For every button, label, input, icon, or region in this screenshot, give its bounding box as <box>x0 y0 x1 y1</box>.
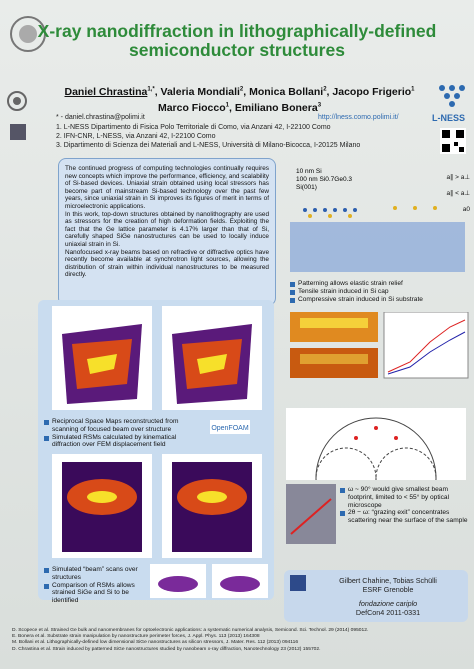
abstract-box: The continued progress of computing tech… <box>58 158 276 306</box>
reference: M. Bollani et al. Lithographically-defin… <box>12 640 299 646</box>
svg-text:OpenFOAM: OpenFOAM <box>211 425 249 432</box>
author: Marco Fiocco1, <box>157 102 235 114</box>
university-logo <box>10 16 46 52</box>
affiliations: 1. L-NESS Dipartimento di Fisica Polo Te… <box>56 123 436 150</box>
lattice-figure <box>290 206 465 272</box>
bullet: Compressive strain induced in Si substra… <box>290 296 470 304</box>
strain-bullets: Patterning allows elastic strain relief T… <box>290 280 470 303</box>
abstract-paragraph: The continued progress of computing tech… <box>65 165 269 210</box>
references: D. Scopece et al. Strained Ge bulk and n… <box>12 628 472 653</box>
bullet: ω ~ 90° would give smallest beam footpri… <box>340 486 468 509</box>
geometry-bullets: ω ~ 90° would give smallest beam footpri… <box>340 486 468 525</box>
author: Daniel Chrastina1,*, <box>64 85 161 98</box>
layer-label: Si(001) <box>296 184 317 191</box>
reference: D. Chrastina et al. Strain induced by pa… <box>12 646 321 652</box>
bullet: Reciprocal Space Maps reconstructed from… <box>44 418 204 434</box>
measured-rsm-plots <box>52 306 262 410</box>
lattice-label: a∥ > a⊥ <box>446 174 470 181</box>
bullet: Comparison of RSMs allows strained SiGe … <box>44 582 144 605</box>
acknowledgements-box <box>284 570 468 622</box>
acknowledgements: Gilbert Chahine, Tobias Schülli ESRF Gren… <box>310 576 466 617</box>
bullet: Tensile strain induced in Si cap <box>290 288 470 296</box>
author-affiliation: 2 <box>239 86 244 92</box>
affiliation: 2. IFN-CNR, L-NESS, via Anzani 42, I-221… <box>56 133 216 140</box>
strain-maps <box>290 312 469 379</box>
email: * - daniel.chrastina@polimi.it <box>56 114 145 121</box>
author-name: Emiliano Bonera <box>234 102 318 114</box>
author-name: Valeria Mondiali <box>160 85 240 98</box>
author-name: Monica Bollani <box>249 85 324 98</box>
author-affiliation: 1 <box>225 102 229 109</box>
affiliation: 1. L-NESS Dipartimento di Fisica Polo Te… <box>56 124 331 131</box>
scan-plots <box>150 564 268 598</box>
author-affiliation: 2 <box>323 86 327 92</box>
acknowledgement: ESRF Grenoble <box>362 585 414 594</box>
cnr-logo <box>10 124 26 140</box>
affiliation: 3. Dipartimento di Scienza dei Materiali… <box>56 142 361 149</box>
lness-logo <box>439 85 465 107</box>
acknowledgement: fondazione cariplo <box>358 599 418 608</box>
reference: E. Bonera et al. Substrate strain manipu… <box>12 634 260 640</box>
author-affiliation: 3 <box>317 102 322 109</box>
website: http://lness.como.polimi.it/ <box>318 114 399 121</box>
author: Jacopo Frigerio1 <box>332 86 414 98</box>
lattice-label: a0 <box>462 206 470 213</box>
lattice-label: a∥ < a⊥ <box>446 190 470 197</box>
qr-code <box>440 128 466 154</box>
author: Emiliano Bonera3 <box>235 102 321 114</box>
openfoam-logo: OpenFOAM <box>210 420 250 434</box>
layer-labels: 10 nm Si 100 nm Si0.7Ge0.3 Si(001) <box>296 168 352 192</box>
logo-text: L-NESS <box>432 113 466 123</box>
author-name: Marco Fiocco <box>157 102 226 114</box>
author: Monica Bollani2, <box>249 85 333 98</box>
author-name: Daniel Chrastina <box>64 85 148 98</box>
esrf-logo <box>290 575 306 591</box>
layer-label: 100 nm Si0.7Ge0.3 <box>296 176 353 183</box>
lattice-labels: a∥ > a⊥ a∥ < a⊥ a0 <box>400 170 470 218</box>
author: Valeria Mondiali2, <box>160 85 250 98</box>
institute-logo <box>7 91 27 111</box>
bullet: Simulated “beam” scans over structures <box>44 566 144 582</box>
rsm-bullets: Reciprocal Space Maps reconstructed from… <box>44 418 204 449</box>
ewald-diagram <box>286 408 466 480</box>
simulated-rsm-plots <box>52 454 262 558</box>
acknowledgement: Gilbert Chahine, Tobias Schülli <box>339 576 437 585</box>
poster-title: X-ray nanodiffraction in lithographicall… <box>37 21 437 60</box>
author-affiliation: 1 <box>411 86 415 92</box>
reference: D. Scopece et al. Strained Ge bulk and n… <box>12 628 369 633</box>
authors: Daniel Chrastina1,*, Valeria Mondiali2, … <box>62 82 417 115</box>
bullet: Simulated RSMs calculated by kinematical… <box>44 434 204 450</box>
bullet: Patterning allows elastic strain relief <box>290 280 470 288</box>
layer-label: 10 nm Si <box>296 168 322 175</box>
abstract-paragraph: Nanofocused x-ray beams based on refract… <box>65 248 269 279</box>
author-name: Jacopo Frigerio <box>332 85 412 98</box>
abstract-paragraph: In this work, top-down structures obtain… <box>65 210 269 248</box>
scan-bullets: Simulated “beam” scans over structures Co… <box>44 566 144 605</box>
setup-photo <box>286 484 336 544</box>
acknowledgement: DefCon4 2011-0331 <box>355 608 421 617</box>
bullet: 2θ − ω: “grazing exit” concentrates scat… <box>340 509 468 525</box>
author-affiliation: 1,* <box>147 86 155 92</box>
